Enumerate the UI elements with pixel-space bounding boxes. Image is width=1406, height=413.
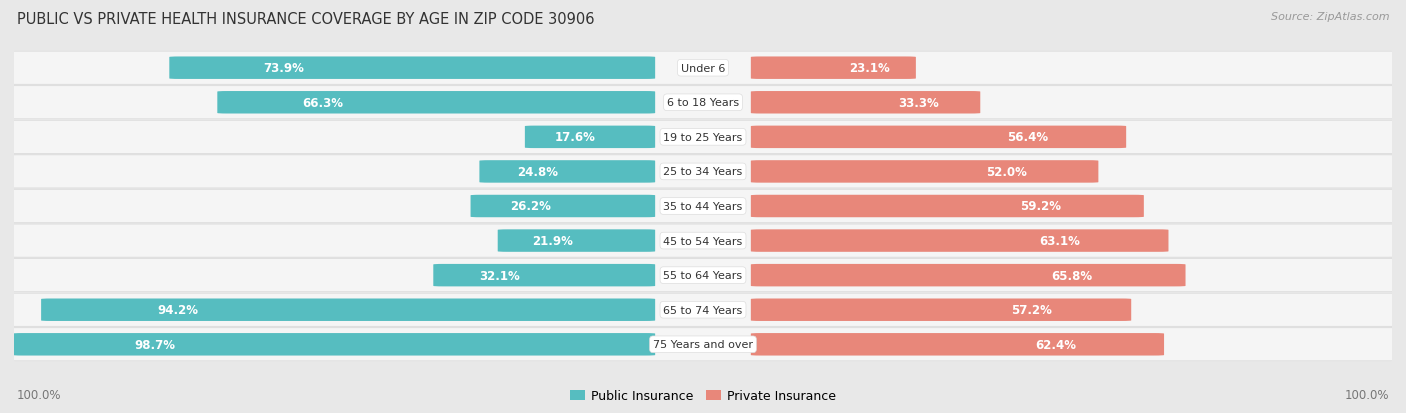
Text: 52.0%: 52.0% <box>986 166 1028 178</box>
Text: 19 to 25 Years: 19 to 25 Years <box>664 133 742 142</box>
FancyBboxPatch shape <box>169 57 655 80</box>
FancyBboxPatch shape <box>1 328 1405 361</box>
Text: 25 to 34 Years: 25 to 34 Years <box>664 167 742 177</box>
Text: 98.7%: 98.7% <box>135 338 176 351</box>
Text: 94.2%: 94.2% <box>157 304 198 316</box>
FancyBboxPatch shape <box>751 126 1126 149</box>
Legend: Public Insurance, Private Insurance: Public Insurance, Private Insurance <box>565 385 841 408</box>
FancyBboxPatch shape <box>1 52 1405 85</box>
Text: 62.4%: 62.4% <box>1035 338 1077 351</box>
FancyBboxPatch shape <box>41 299 655 321</box>
Text: 57.2%: 57.2% <box>1011 304 1052 316</box>
Text: 73.9%: 73.9% <box>263 62 304 75</box>
Text: 59.2%: 59.2% <box>1021 200 1062 213</box>
FancyBboxPatch shape <box>1 293 1405 327</box>
FancyBboxPatch shape <box>471 195 655 218</box>
FancyBboxPatch shape <box>1 121 1405 154</box>
FancyBboxPatch shape <box>13 333 655 356</box>
FancyBboxPatch shape <box>1 52 1405 85</box>
Text: 23.1%: 23.1% <box>849 62 890 75</box>
FancyBboxPatch shape <box>1 155 1405 189</box>
Text: 66.3%: 66.3% <box>302 97 343 109</box>
FancyBboxPatch shape <box>1 86 1405 120</box>
FancyBboxPatch shape <box>1 87 1405 119</box>
Text: 21.9%: 21.9% <box>533 235 574 247</box>
Text: 33.3%: 33.3% <box>898 97 939 109</box>
FancyBboxPatch shape <box>751 161 1098 183</box>
Text: 56.4%: 56.4% <box>1007 131 1047 144</box>
Text: 75 Years and over: 75 Years and over <box>652 339 754 349</box>
FancyBboxPatch shape <box>1 190 1405 223</box>
Text: 63.1%: 63.1% <box>1039 235 1080 247</box>
FancyBboxPatch shape <box>1 294 1405 326</box>
FancyBboxPatch shape <box>751 195 1144 218</box>
Text: 55 to 64 Years: 55 to 64 Years <box>664 271 742 280</box>
Text: 35 to 44 Years: 35 to 44 Years <box>664 202 742 211</box>
FancyBboxPatch shape <box>1 224 1405 258</box>
FancyBboxPatch shape <box>218 92 655 114</box>
FancyBboxPatch shape <box>751 264 1185 287</box>
FancyBboxPatch shape <box>498 230 655 252</box>
Text: 32.1%: 32.1% <box>479 269 520 282</box>
Text: 17.6%: 17.6% <box>554 131 595 144</box>
FancyBboxPatch shape <box>479 161 655 183</box>
FancyBboxPatch shape <box>524 126 655 149</box>
FancyBboxPatch shape <box>1 328 1405 361</box>
Text: 65 to 74 Years: 65 to 74 Years <box>664 305 742 315</box>
FancyBboxPatch shape <box>751 57 915 80</box>
Text: 100.0%: 100.0% <box>1344 388 1389 401</box>
Text: 26.2%: 26.2% <box>510 200 551 213</box>
FancyBboxPatch shape <box>1 259 1405 292</box>
FancyBboxPatch shape <box>1 121 1405 154</box>
FancyBboxPatch shape <box>1 156 1405 188</box>
FancyBboxPatch shape <box>751 92 980 114</box>
FancyBboxPatch shape <box>1 225 1405 257</box>
Text: Source: ZipAtlas.com: Source: ZipAtlas.com <box>1271 12 1389 22</box>
FancyBboxPatch shape <box>751 299 1132 321</box>
Text: PUBLIC VS PRIVATE HEALTH INSURANCE COVERAGE BY AGE IN ZIP CODE 30906: PUBLIC VS PRIVATE HEALTH INSURANCE COVER… <box>17 12 595 27</box>
Text: Under 6: Under 6 <box>681 64 725 74</box>
FancyBboxPatch shape <box>433 264 655 287</box>
FancyBboxPatch shape <box>751 333 1164 356</box>
FancyBboxPatch shape <box>1 259 1405 292</box>
FancyBboxPatch shape <box>751 230 1168 252</box>
Text: 6 to 18 Years: 6 to 18 Years <box>666 98 740 108</box>
FancyBboxPatch shape <box>1 190 1405 223</box>
Text: 65.8%: 65.8% <box>1052 269 1092 282</box>
Text: 100.0%: 100.0% <box>17 388 62 401</box>
Text: 24.8%: 24.8% <box>517 166 558 178</box>
Text: 45 to 54 Years: 45 to 54 Years <box>664 236 742 246</box>
